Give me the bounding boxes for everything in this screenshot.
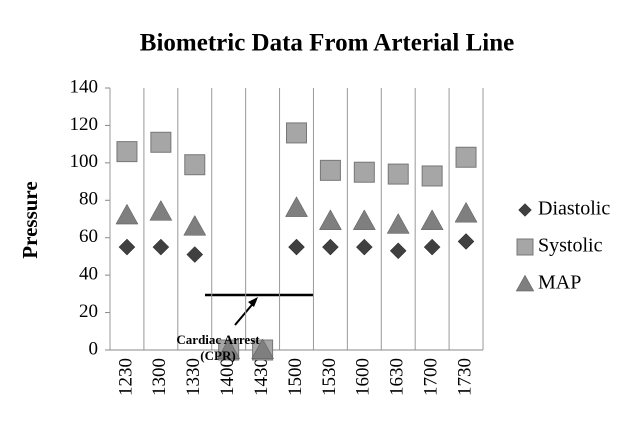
marker: [251, 338, 275, 360]
marker: [420, 209, 444, 230]
marker: [454, 201, 478, 223]
marker: [518, 203, 532, 217]
marker: [387, 163, 409, 185]
marker: [421, 165, 443, 187]
marker: [115, 203, 139, 225]
marker: [186, 246, 204, 263]
legend-label: MAP: [538, 272, 581, 294]
marker: [386, 213, 410, 234]
annotation: Cardiac Arrest: [176, 332, 260, 347]
marker: [184, 154, 206, 176]
marker: [516, 238, 534, 256]
y-tick-label: 120: [70, 114, 99, 135]
y-tick-label: 100: [70, 151, 99, 172]
marker: [457, 233, 475, 250]
y-tick-label: 40: [79, 264, 98, 285]
marker: [116, 141, 138, 163]
marker: [217, 338, 241, 360]
marker: [353, 161, 375, 183]
x-tick-label: 1630: [387, 358, 408, 396]
marker: [389, 242, 407, 260]
marker: [149, 199, 173, 221]
marker: [288, 238, 305, 256]
marker: [515, 274, 535, 292]
chart-title: Biometric Data From Arterial Line: [140, 30, 514, 57]
marker: [152, 238, 170, 256]
annotation-arrowhead: [248, 297, 258, 307]
legend-label: Systolic: [538, 235, 603, 257]
x-tick-label: 1300: [149, 358, 170, 396]
marker: [455, 146, 477, 168]
x-tick-label: 1230: [115, 358, 136, 396]
x-tick-label: 1700: [420, 358, 441, 396]
marker: [319, 159, 341, 181]
x-tick-label: 1600: [353, 358, 374, 396]
y-tick-label: 0: [89, 338, 99, 359]
marker: [285, 196, 308, 217]
annotation: (CPR): [200, 348, 235, 363]
marker: [423, 238, 441, 256]
marker: [286, 122, 307, 144]
y-tick-label: 20: [79, 301, 98, 322]
x-tick-label: 1500: [285, 358, 306, 396]
marker: [118, 238, 136, 256]
x-tick-label: 1730: [454, 358, 475, 396]
x-tick-label: 1330: [183, 358, 204, 396]
marker: [150, 131, 172, 153]
x-tick-label: 1430: [251, 358, 272, 396]
y-tick-label: 80: [79, 189, 98, 210]
y-tick-label: 140: [70, 76, 99, 97]
marker: [318, 209, 342, 230]
marker: [322, 238, 339, 256]
x-tick-label: 1530: [319, 358, 340, 396]
y-tick-label: 60: [79, 226, 98, 247]
x-tick-label: 1400: [217, 358, 238, 396]
y-axis-label: Pressure: [18, 181, 42, 258]
marker: [352, 209, 376, 230]
marker: [183, 214, 207, 236]
legend-label: Diastolic: [538, 198, 610, 220]
marker: [355, 238, 373, 256]
